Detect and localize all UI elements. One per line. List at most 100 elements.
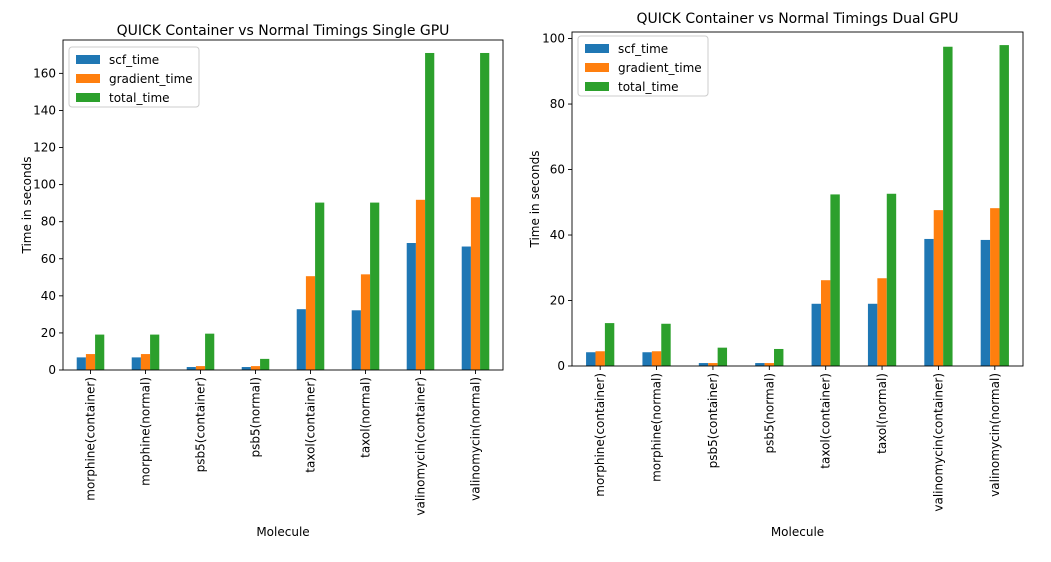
bar-gradient_time [140,354,151,370]
y-tick-label: 0 [48,363,56,377]
x-tick-label: valinomycin(container) [414,377,428,516]
legend-swatch-gradient_time [585,63,609,72]
y-tick-label: 0 [557,359,565,373]
bar-scf_time [811,303,821,366]
bar-scf_time [461,246,471,370]
single-gpu-chart: 0 20 40 60 80 100 120 140 160 morphine(container)… [20,23,504,539]
bar-scf_time [186,367,196,370]
bar-total_time [205,333,215,370]
plot-frame [62,39,504,371]
bar-scf_time [698,363,709,366]
bar-total_time [604,323,615,366]
x-axis-label: Molecule [771,525,824,539]
y-tick-label: 100 [33,178,56,192]
x-tick-label: psb5(container) [194,377,208,472]
bar-scf_time [131,357,141,370]
y-tick-label: 20 [41,326,56,340]
bar-total_time [260,358,270,370]
x-tick-label: morphine(container) [593,373,607,497]
bar-gradient_time [305,276,316,370]
legend-label: scf_time [618,42,668,56]
legend-swatch-gradient_time [76,74,100,83]
bar-gradient_time [764,363,775,366]
bar-gradient_time [933,210,944,366]
x-tick-label: taxol(normal) [875,373,889,454]
bar-scf_time [586,352,596,366]
legend-swatch-total_time [76,93,100,102]
x-tick-label: valinomycin(container) [931,373,945,512]
bar-scf_time [755,363,765,366]
y-tick-label: 120 [33,141,56,155]
bar-total_time [774,348,784,366]
bar-total_time [425,52,435,370]
y-tick-label: 160 [33,66,56,80]
bar-scf_time [406,243,416,370]
legend-swatch-total_time [585,82,609,91]
x-tick-label: taxol(container) [819,373,833,469]
bar-total_time [661,323,671,366]
y-tick-label: 20 [550,294,565,308]
bar-gradient_time [470,197,481,370]
bar-gradient_time [415,199,426,370]
y-tick-label: 60 [550,163,565,177]
bar-gradient_time [195,366,206,370]
bar-gradient_time [85,354,96,370]
x-tick-label: psb5(normal) [249,377,263,458]
chart-title: QUICK Container vs Normal Timings Single… [117,23,450,39]
bar-gradient_time [708,363,718,366]
y-tick-label: 40 [41,289,56,303]
bar-total_time [717,347,728,366]
bars-group [76,52,490,370]
legend: scf_time gradient_time total_time [577,35,709,97]
bar-total_time [886,193,897,366]
legend-box [577,35,709,97]
legend-label: total_time [618,80,679,94]
bar-scf_time [241,367,251,370]
x-axis-label: Molecule [256,525,309,539]
bar-gradient_time [877,278,887,366]
bar-scf_time [980,239,991,366]
x-tick-label: morphine(normal) [139,377,153,486]
legend-swatch-scf_time [585,44,609,53]
bar-total_time [943,46,953,367]
x-tick-label: taxol(normal) [359,377,373,458]
bar-total_time [830,194,840,366]
y-tick-label: 60 [41,252,56,266]
legend: scf_time gradient_time total_time [68,46,200,108]
bar-total_time [999,45,1009,366]
x-tick-label: morphine(normal) [650,373,664,482]
chart-title: QUICK Container vs Normal Timings Dual G… [637,11,959,27]
y-tick-label: 80 [41,215,56,229]
bar-total_time [315,202,325,370]
bar-scf_time [924,238,934,366]
bar-gradient_time [651,351,662,366]
bar-gradient_time [820,280,831,366]
x-tick-label: valinomycin(normal) [469,377,483,501]
bar-total_time [370,202,380,370]
legend-swatch-scf_time [76,55,100,64]
legend-label: total_time [109,91,170,105]
y-tick-label: 100 [542,32,565,46]
plot-frame [571,31,1024,367]
bar-total_time [480,52,490,370]
y-axis-label: Time in seconds [528,151,542,249]
bar-gradient_time [360,274,371,370]
bar-total_time [95,334,105,370]
x-tick-label: taxol(container) [304,377,318,473]
bar-scf_time [642,352,652,366]
y-tick-label: 80 [550,97,565,111]
x-tick-label: morphine(container) [84,377,98,501]
bar-scf_time [351,310,361,370]
y-axis-label: Time in seconds [20,157,34,255]
bar-gradient_time [595,351,605,366]
bar-scf_time [76,357,86,370]
x-tick-label: psb5(normal) [762,373,776,454]
bar-gradient_time [990,208,1000,366]
y-tick-label: 140 [33,103,56,117]
bar-scf_time [296,309,306,370]
x-tick-label: valinomycin(normal) [988,373,1002,497]
bar-total_time [150,334,160,370]
dual-gpu-chart: 0 20 40 60 80 100 morphine(container) morphine(… [528,11,1024,539]
bar-gradient_time [250,366,261,370]
legend-label: gradient_time [109,72,193,86]
